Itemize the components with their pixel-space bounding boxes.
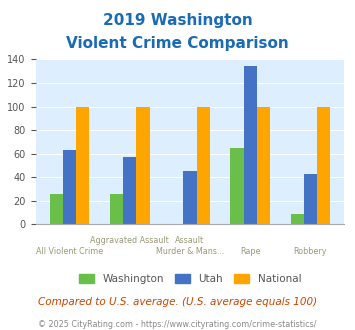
Bar [290,214,304,224]
Bar [230,148,244,224]
Bar [136,107,149,224]
Text: Violent Crime Comparison: Violent Crime Comparison [66,36,289,51]
Bar [257,107,270,224]
Text: Murder & Mans...: Murder & Mans... [156,247,224,256]
Bar [50,194,63,224]
Text: © 2025 CityRating.com - https://www.cityrating.com/crime-statistics/: © 2025 CityRating.com - https://www.city… [38,320,317,329]
Text: Robbery: Robbery [294,247,327,256]
Bar [304,174,317,224]
Bar [123,157,136,224]
Bar [76,107,89,224]
Bar [317,107,330,224]
Bar [63,150,76,224]
Legend: Washington, Utah, National: Washington, Utah, National [75,270,305,288]
Text: 2019 Washington: 2019 Washington [103,13,252,28]
Bar [110,194,123,224]
Bar [197,107,210,224]
Bar [183,171,197,224]
Text: Assault: Assault [175,236,204,245]
Text: Aggravated Assault: Aggravated Assault [90,236,169,245]
Text: Rape: Rape [240,247,261,256]
Text: All Violent Crime: All Violent Crime [36,247,103,256]
Text: Compared to U.S. average. (U.S. average equals 100): Compared to U.S. average. (U.S. average … [38,297,317,307]
Bar [244,66,257,224]
